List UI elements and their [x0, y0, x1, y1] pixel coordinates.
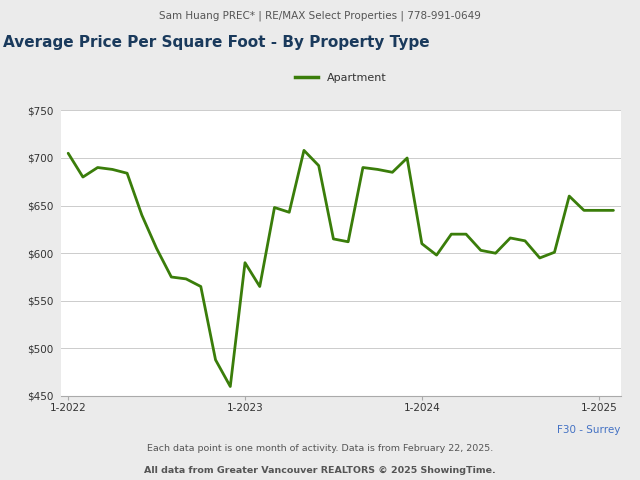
Text: Average Price Per Square Foot - By Property Type: Average Price Per Square Foot - By Prope…: [3, 36, 430, 50]
Text: Each data point is one month of activity. Data is from February 22, 2025.: Each data point is one month of activity…: [147, 444, 493, 453]
Text: Sam Huang PREC* | RE/MAX Select Properties | 778-991-0649: Sam Huang PREC* | RE/MAX Select Properti…: [159, 11, 481, 21]
Legend: Apartment: Apartment: [291, 69, 390, 88]
Text: All data from Greater Vancouver REALTORS © 2025 ShowingTime.: All data from Greater Vancouver REALTORS…: [144, 466, 496, 475]
Text: F30 - Surrey: F30 - Surrey: [557, 425, 621, 435]
